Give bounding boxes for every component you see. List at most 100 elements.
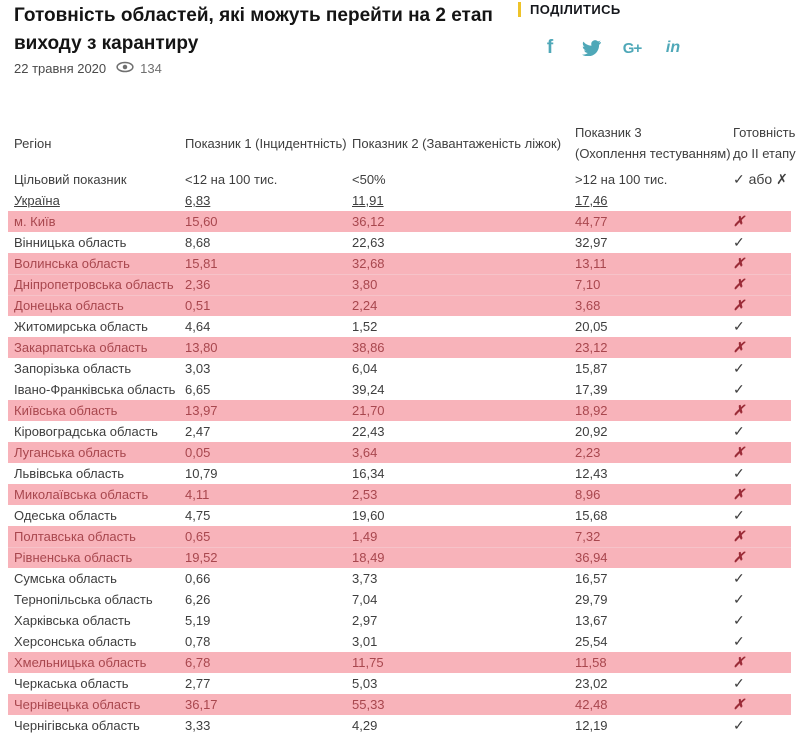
indicator3-cell: 20,05	[575, 319, 608, 334]
indicator1-cell: 15,81	[185, 253, 352, 274]
readiness-cell: ✓	[733, 360, 745, 376]
readiness-cell: ✓	[733, 318, 745, 334]
indicator2-cell: 22,43	[352, 424, 385, 439]
indicator2-cell: 2,97	[352, 613, 378, 628]
readiness-cell: ✗	[733, 253, 791, 274]
indicator3-cell: 11,58	[575, 652, 733, 673]
region-row: Херсонська область 0,78 3,01 25,54 ✓	[8, 631, 791, 652]
indicator2-cell: 3,01	[352, 634, 378, 649]
page-title: Готовність областей, які можуть перейти …	[14, 5, 493, 54]
readiness-cell[interactable]	[733, 190, 791, 211]
region-name-cell: Донецька область	[8, 294, 185, 316]
indicator2-cell: 1,49	[352, 526, 575, 547]
region-row: Закарпатська область 13,80 38,86 23,12 ✗	[8, 337, 791, 358]
indicator3-cell: 15,68	[575, 508, 608, 523]
region-row: Чернігівська область 3,33 4,29 12,19 ✓	[8, 715, 791, 736]
column-header-indicator1: Показник 1 (Інцидентність)	[185, 135, 347, 151]
indicator3-cell: 2,23	[575, 442, 733, 463]
region-row: Полтавська область 0,65 1,49 7,32 ✗	[8, 526, 791, 547]
indicator2-cell: 19,60	[352, 508, 385, 523]
region-name-cell[interactable]: Україна	[14, 193, 60, 208]
indicator3-cell: 16,57	[575, 571, 608, 586]
readiness-cell: ✓ або ✗	[733, 170, 788, 187]
readiness-cell: ✗	[733, 211, 791, 232]
googleplus-icon[interactable]: G+	[622, 39, 642, 57]
table-header-row: Регіон Показник 1 (Інцидентність) Показн…	[8, 118, 796, 168]
region-name-cell: Одеська область	[14, 508, 117, 523]
region-row: Донецька область 0,51 2,24 3,68 ✗	[8, 294, 791, 316]
indicator3-cell: 42,48	[575, 694, 733, 715]
indicator1-cell[interactable]: 6,83	[185, 193, 211, 208]
twitter-icon[interactable]	[580, 37, 602, 59]
indicator1-cell: 15,60	[185, 211, 352, 232]
readiness-cell: ✓	[733, 570, 745, 586]
readiness-cell: ✓	[733, 423, 745, 439]
region-name-cell: Івано-Франківська область	[14, 382, 176, 397]
indicator2-cell: 16,34	[352, 466, 385, 481]
region-row: Івано-Франківська область 6,65 39,24 17,39 ✓	[8, 379, 791, 400]
region-row: Київська область 13,97 21,70 18,92 ✗	[8, 400, 791, 421]
indicator2-cell: 2,24	[352, 294, 575, 316]
readiness-cell: ✗	[733, 526, 791, 547]
indicator3-cell: 13,67	[575, 613, 608, 628]
readiness-cell: ✗	[733, 337, 791, 358]
indicator3-cell: 7,32	[575, 526, 733, 547]
table-body: Цільовий показник <12 на 100 тис. <50% >12 …	[8, 168, 791, 736]
indicator2-cell: 38,86	[352, 337, 575, 358]
region-row: Харківська область 5,19 2,97 13,67 ✓	[8, 610, 791, 631]
share-block: ПОДІЛИТИСЬ f G+ in	[518, 2, 684, 59]
column-header-region: Регіон	[14, 135, 52, 151]
region-name-cell: Вінницька область	[14, 235, 127, 250]
indicator1-cell: 6,26	[185, 592, 211, 607]
indicator3-cell: 7,10	[575, 273, 733, 295]
linkedin-icon[interactable]: in	[665, 39, 681, 56]
region-row: Львівська область 10,79 16,34 12,43 ✓	[8, 463, 791, 484]
region-name-cell: Львівська область	[14, 466, 125, 481]
share-accent-bar	[518, 2, 521, 17]
region-name-cell: Цільовий показник	[14, 171, 127, 187]
target-indicator-row: Цільовий показник <12 на 100 тис. <50% >12 …	[8, 168, 791, 190]
readiness-cell: ✗	[733, 442, 791, 463]
indicator2-cell: <50%	[352, 171, 386, 187]
indicator1-cell: 2,77	[185, 676, 211, 691]
region-row: Одеська область 4,75 19,60 15,68 ✓	[8, 505, 791, 526]
readiness-cell: ✓	[733, 234, 745, 250]
indicator2-cell: 55,33	[352, 694, 575, 715]
indicator2-cell: 7,04	[352, 592, 378, 607]
indicator2-cell: 32,68	[352, 253, 575, 274]
indicator1-cell: 13,80	[185, 337, 352, 358]
facebook-icon[interactable]: f	[546, 37, 554, 58]
region-name-cell: Хмельницька область	[8, 652, 185, 673]
indicator1-cell: 0,66	[185, 571, 211, 586]
region-name-cell: Луганська область	[8, 442, 185, 463]
region-row: Черкаська область 2,77 5,03 23,02 ✓	[8, 673, 791, 694]
indicator3-cell: 23,12	[575, 337, 733, 358]
indicator3-cell: 13,11	[575, 253, 733, 274]
indicator3-cell: 12,43	[575, 466, 608, 481]
views-count: 134	[140, 61, 162, 76]
indicator1-cell: <12 на 100 тис.	[185, 171, 278, 187]
indicator3-cell[interactable]: 17,46	[575, 193, 608, 208]
column-header-indicator3: Показник 3 (Охоплення тестуванням)	[575, 125, 731, 161]
region-row: Тернопільська область 6,26 7,04 29,79 ✓	[8, 589, 791, 610]
indicator3-cell: 44,77	[575, 211, 733, 232]
indicator2-cell: 22,63	[352, 235, 385, 250]
region-name-cell: Закарпатська область	[8, 337, 185, 358]
indicator1-cell: 36,17	[185, 694, 352, 715]
views-counter: 134	[116, 61, 162, 76]
region-row: Кіровоградська область 2,47 22,43 20,92 ✓	[8, 421, 791, 442]
region-name-cell: Черкаська область	[14, 676, 129, 691]
indicator1-cell: 13,97	[185, 400, 352, 421]
readiness-cell: ✓	[733, 717, 745, 733]
region-name-cell: Харківська область	[14, 613, 131, 628]
indicator1-cell: 5,19	[185, 613, 211, 628]
indicator2-cell[interactable]: 11,91	[352, 193, 384, 208]
eye-icon	[116, 61, 134, 76]
region-row: Чернівецька область 36,17 55,33 42,48 ✗	[8, 694, 791, 715]
readiness-cell: ✗	[733, 652, 791, 673]
readiness-cell: ✓	[733, 465, 745, 481]
indicator3-cell: 3,68	[575, 294, 733, 316]
region-name-cell: Миколаївська область	[8, 484, 185, 505]
indicator3-cell: 23,02	[575, 676, 608, 691]
